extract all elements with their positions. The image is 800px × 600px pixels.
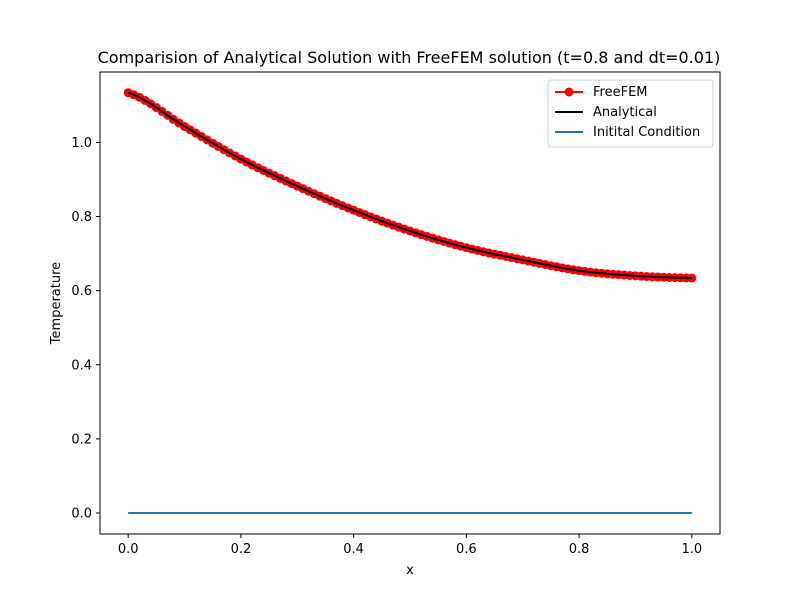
legend-marker-freefem [564, 87, 574, 97]
axes-ticks: 0.0 0.2 0.4 0.6 0.8 1.0 0.0 0.2 0.4 0.6 0.8 1.0 [71, 136, 702, 557]
y-tick-label: 0.4 [71, 358, 92, 373]
y-tick-label: 1.0 [71, 136, 92, 151]
axes-frame [99, 71, 721, 535]
legend-label-analytical: Analytical [593, 105, 657, 120]
x-tick-label: 0.6 [456, 542, 477, 557]
y-tick-label: 0.6 [71, 284, 92, 299]
legend: FreeFEM Analytical Initital Condition [547, 79, 714, 148]
y-tick-label: 0.2 [71, 432, 92, 447]
chart-title: Comparision of Analytical Solution with … [98, 48, 721, 67]
x-tick-label: 0.4 [343, 542, 364, 557]
series-line-analytical-overlay [127, 91, 692, 279]
legend-label-initial-condition: Initital Condition [593, 125, 700, 140]
plot-area [123, 88, 697, 514]
x-axis-label: x [406, 563, 414, 578]
legend-box [547, 79, 714, 148]
x-tick-label: 0.0 [118, 542, 139, 557]
x-tick-label: 0.8 [569, 542, 590, 557]
x-tick-label: 1.0 [681, 542, 702, 557]
y-tick-label: 0.8 [71, 210, 92, 225]
y-tick-label: 0.0 [71, 506, 92, 521]
legend-label-freefem: FreeFEM [593, 85, 648, 100]
y-axis-label: Temperature [49, 262, 64, 345]
x-tick-label: 0.2 [231, 542, 252, 557]
